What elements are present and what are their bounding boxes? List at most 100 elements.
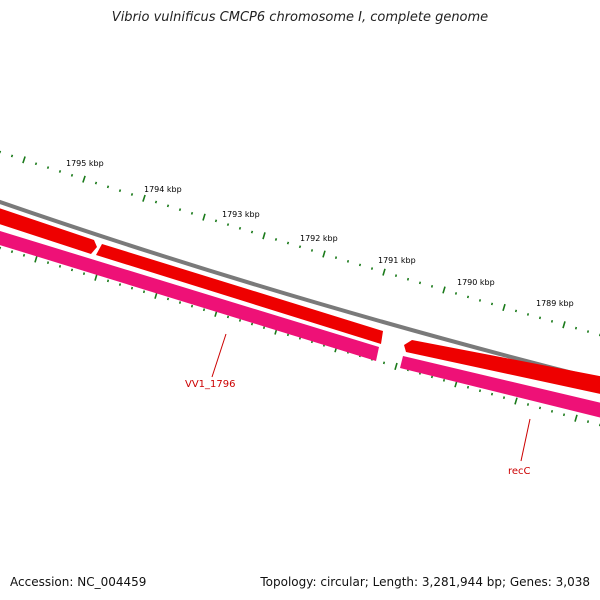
- minor-tick: [10, 154, 14, 158]
- map-title: Vibrio vulnificus CMCP6 chromosome I, co…: [111, 10, 489, 25]
- minor-tick: [478, 389, 482, 393]
- forward-strand-genes: [0, 205, 600, 396]
- minor-tick: [130, 193, 134, 196]
- minor-tick: [586, 330, 590, 333]
- minor-tick: [406, 277, 410, 281]
- major-tick: [82, 175, 86, 183]
- minor-tick: [118, 283, 122, 286]
- minor-tick: [526, 313, 530, 316]
- minor-tick: [10, 250, 14, 254]
- minor-tick: [46, 261, 50, 265]
- minor-tick: [286, 241, 290, 245]
- minor-tick: [490, 302, 494, 306]
- minor-tick: [178, 301, 182, 304]
- gene-label: VV1_1796: [185, 379, 236, 390]
- minor-tick: [478, 299, 482, 302]
- major-tick: [142, 194, 146, 202]
- forward-gene-arrow[interactable]: [404, 340, 600, 396]
- minor-tick: [430, 284, 434, 288]
- scale-label: 1791 kbp: [378, 256, 416, 265]
- minor-tick: [382, 361, 386, 365]
- minor-tick: [82, 272, 86, 276]
- minor-tick: [154, 200, 158, 204]
- minor-tick: [514, 309, 518, 313]
- minor-tick: [238, 226, 242, 230]
- minor-tick: [298, 245, 302, 249]
- minor-tick: [46, 166, 50, 169]
- scale-label: 1790 kbp: [457, 278, 495, 287]
- minor-tick: [262, 326, 266, 330]
- minor-tick: [550, 319, 554, 323]
- scale-label: 1789 kbp: [536, 299, 574, 308]
- major-tick: [502, 303, 506, 312]
- major-tick: [94, 273, 98, 281]
- minor-tick: [286, 333, 290, 337]
- scale-label: 1794 kbp: [144, 185, 182, 194]
- major-tick: [514, 397, 518, 405]
- major-tick: [202, 213, 206, 221]
- minor-tick: [454, 292, 458, 295]
- minor-tick: [70, 173, 74, 177]
- minor-tick: [142, 290, 146, 294]
- minor-tick: [250, 230, 254, 234]
- minor-tick: [550, 409, 554, 413]
- minor-tick: [34, 162, 38, 166]
- minor-tick: [490, 392, 494, 396]
- scale-label: 1792 kbp: [300, 234, 338, 243]
- gene-labels: VV1_1796 recC: [185, 333, 531, 477]
- minor-tick: [238, 319, 242, 322]
- scale-label: 1793 kbp: [222, 210, 260, 219]
- minor-tick: [394, 274, 398, 278]
- major-tick: [574, 414, 578, 422]
- minor-tick: [250, 322, 254, 326]
- scale-labels: 1795 kbp 1794 kbp 1793 kbp 1792 kbp 1791 kbp…: [66, 159, 574, 308]
- minor-tick: [226, 223, 230, 226]
- scale-label: 1795 kbp: [66, 159, 104, 168]
- gene-label-leader: [211, 333, 227, 378]
- minor-tick: [562, 413, 566, 417]
- reverse-gene-arrow[interactable]: [0, 228, 379, 361]
- minor-tick: [526, 403, 530, 406]
- minor-tick: [106, 279, 110, 283]
- minor-tick: [214, 219, 218, 223]
- minor-tick: [118, 189, 122, 193]
- minor-tick: [166, 204, 170, 208]
- minor-tick: [70, 268, 74, 272]
- minor-tick: [466, 385, 470, 389]
- minor-tick: [190, 304, 194, 308]
- forward-gene-arrow[interactable]: [0, 205, 97, 254]
- minor-tick: [190, 211, 194, 215]
- major-tick: [22, 156, 26, 164]
- minor-tick: [58, 170, 62, 173]
- outer-tick-track: [0, 150, 600, 337]
- minor-tick: [466, 295, 470, 299]
- minor-tick: [106, 185, 110, 189]
- accession-text: Accession: NC_004459: [10, 575, 147, 589]
- minor-tick: [538, 316, 542, 320]
- minor-tick: [94, 181, 98, 185]
- minor-tick: [22, 253, 26, 257]
- minor-tick: [58, 264, 62, 268]
- minor-tick: [274, 238, 278, 241]
- minor-tick: [166, 297, 170, 301]
- genome-summary-text: Topology: circular; Length: 3,281,944 bp…: [260, 575, 590, 589]
- gene-label: recC: [508, 466, 531, 477]
- minor-tick: [586, 420, 590, 423]
- minor-tick: [502, 396, 506, 400]
- major-tick: [562, 321, 566, 329]
- minor-tick: [370, 267, 374, 270]
- minor-tick: [346, 259, 350, 263]
- minor-tick: [418, 281, 422, 285]
- major-tick: [442, 286, 446, 294]
- reverse-strand-genes: [0, 228, 600, 420]
- minor-tick: [202, 308, 206, 312]
- forward-gene-arrow[interactable]: [96, 244, 383, 344]
- minor-tick: [430, 375, 434, 379]
- major-tick: [322, 250, 326, 258]
- major-tick: [262, 232, 266, 240]
- minor-tick: [310, 249, 314, 252]
- reverse-gene-arrow[interactable]: [400, 356, 600, 420]
- minor-tick: [130, 286, 134, 290]
- major-tick: [34, 255, 38, 263]
